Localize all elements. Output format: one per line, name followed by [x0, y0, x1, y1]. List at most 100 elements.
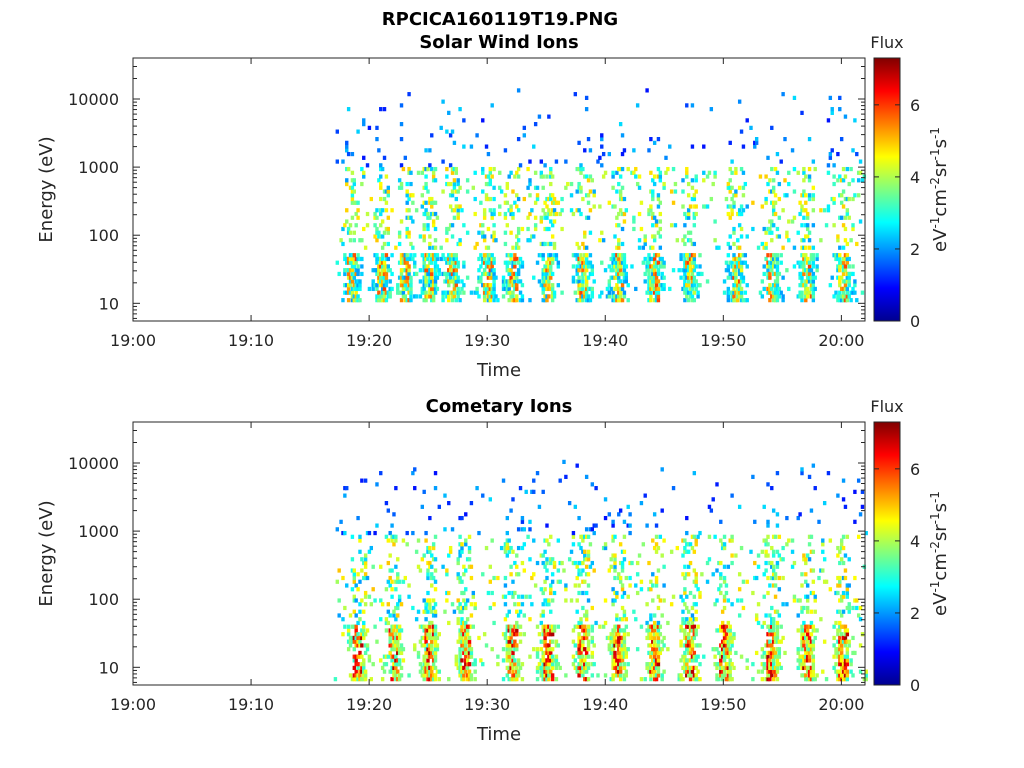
- heatmap-cell: [781, 294, 785, 299]
- heatmap-cell: [622, 549, 627, 554]
- heatmap-cell: [688, 542, 693, 547]
- heatmap-cell: [486, 298, 491, 303]
- heatmap-cell: [622, 647, 627, 652]
- heatmap-cell: [581, 560, 585, 566]
- heatmap-cell: [722, 564, 727, 569]
- heatmap-cell: [811, 463, 816, 468]
- heatmap-cell: [662, 275, 666, 280]
- heatmap-cell: [454, 658, 459, 663]
- heatmap-cell: [515, 204, 519, 209]
- heatmap-cell: [428, 260, 432, 265]
- heatmap-cell: [645, 662, 649, 667]
- heatmap-cell: [550, 234, 555, 239]
- heatmap-cell: [360, 478, 364, 483]
- heatmap-cell: [464, 512, 468, 517]
- heatmap-cell: [841, 204, 846, 209]
- heatmap-cell: [535, 665, 540, 671]
- heatmap-cell: [758, 174, 763, 179]
- x-axis-label: Time: [476, 360, 521, 381]
- heatmap-cell: [839, 275, 844, 280]
- heatmap-cell: [577, 256, 581, 262]
- heatmap-cell: [762, 594, 766, 599]
- heatmap-cell: [547, 283, 551, 288]
- heatmap-cell: [337, 568, 341, 573]
- heatmap-cell: [845, 654, 850, 659]
- heatmap-cell: [384, 620, 389, 626]
- heatmap-cell: [584, 564, 589, 569]
- heatmap-cell: [516, 88, 521, 93]
- heatmap-cell: [543, 279, 547, 284]
- heatmap-cell: [424, 617, 428, 622]
- heatmap-cell: [836, 264, 840, 269]
- heatmap-cell: [575, 208, 579, 213]
- heatmap-cell: [437, 669, 442, 674]
- heatmap-cell: [694, 204, 698, 209]
- heatmap-cell: [460, 632, 464, 637]
- heatmap-cell: [686, 635, 691, 641]
- heatmap-cell: [730, 602, 734, 607]
- heatmap-cell: [433, 253, 438, 258]
- heatmap-cell: [541, 665, 545, 671]
- heatmap-cell: [800, 658, 804, 663]
- heatmap-cell: [375, 253, 379, 258]
- heatmap-cell: [377, 264, 381, 269]
- heatmap-cell: [639, 579, 644, 584]
- heatmap-cell: [692, 628, 697, 633]
- heatmap-cell: [839, 624, 844, 629]
- heatmap-cell: [511, 260, 515, 265]
- heatmap-cell: [660, 613, 664, 618]
- heatmap-cell: [811, 253, 816, 258]
- heatmap-cell: [764, 553, 768, 558]
- heatmap-cell: [804, 658, 808, 663]
- heatmap-cell: [770, 560, 774, 566]
- heatmap-cell: [713, 654, 717, 659]
- heatmap-cell: [666, 620, 670, 626]
- heatmap-cell: [628, 512, 632, 517]
- heatmap-cell: [635, 560, 640, 566]
- heatmap-cell: [845, 241, 850, 247]
- heatmap-cell: [841, 223, 846, 228]
- heatmap-cell: [526, 185, 530, 190]
- heatmap-cell: [685, 635, 689, 641]
- heatmap-cell: [647, 635, 651, 641]
- heatmap-cell: [654, 223, 659, 228]
- heatmap-cell: [739, 286, 744, 292]
- heatmap-cell: [715, 673, 719, 678]
- heatmap-cell: [694, 628, 698, 633]
- heatmap-cell: [590, 673, 595, 678]
- heatmap-cell: [343, 283, 347, 288]
- heatmap-cell: [343, 268, 347, 273]
- heatmap-cell: [447, 290, 451, 295]
- heatmap-cell: [839, 200, 844, 205]
- heatmap-cell: [422, 223, 426, 228]
- heatmap-cell: [592, 662, 596, 667]
- heatmap-cell: [622, 148, 627, 153]
- heatmap-cell: [354, 223, 358, 228]
- heatmap-cell: [373, 253, 377, 258]
- heatmap-cell: [643, 279, 647, 284]
- heatmap-cell: [394, 632, 398, 637]
- heatmap-cell: [399, 163, 404, 168]
- heatmap-cell: [583, 662, 587, 667]
- heatmap-cell: [469, 602, 474, 607]
- heatmap-cell: [426, 226, 430, 232]
- heatmap-cell: [722, 635, 727, 641]
- heatmap-cell: [853, 290, 857, 295]
- heatmap-cell: [452, 181, 457, 187]
- heatmap-cell: [611, 260, 615, 265]
- heatmap-cell: [363, 557, 368, 562]
- heatmap-cell: [654, 583, 659, 588]
- heatmap-cell: [363, 643, 368, 648]
- heatmap-cell: [450, 234, 455, 239]
- heatmap-cell: [431, 632, 436, 637]
- heatmap-cell: [358, 639, 362, 644]
- heatmap-cell: [649, 632, 653, 637]
- heatmap-cell: [802, 643, 806, 648]
- heatmap-cell: [681, 238, 685, 243]
- heatmap-cell: [507, 643, 511, 648]
- heatmap-cell: [549, 174, 553, 179]
- heatmap-cell: [448, 268, 453, 273]
- heatmap-cell: [766, 658, 770, 663]
- heatmap-cell: [620, 211, 625, 217]
- y-axis-label: Energy (eV): [36, 500, 57, 606]
